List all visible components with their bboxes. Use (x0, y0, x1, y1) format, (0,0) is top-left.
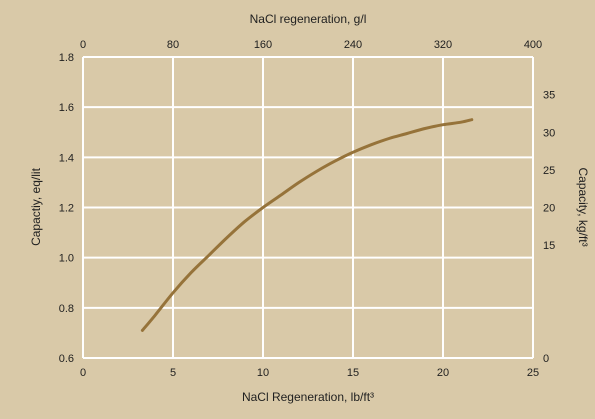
bottom-tick-label: 15 (347, 367, 359, 379)
left-tick-label: 1.0 (59, 253, 74, 265)
right-tick-label: 20 (543, 203, 555, 215)
bottom-axis-label: NaCl Regeneration, lb/ft³ (242, 390, 374, 404)
top-axis-label: NaCl regeneration, g/l (250, 12, 367, 26)
left-tick-label: 0.8 (59, 303, 74, 315)
bottom-tick-label: 0 (80, 367, 86, 379)
left-tick-label: 1.2 (59, 203, 74, 215)
series-line-capacity (140, 118, 474, 332)
top-tick-label: 160 (254, 39, 272, 51)
right-tick-label: 25 (543, 165, 555, 177)
left-tick-label: 0.6 (59, 353, 74, 365)
label-layer: NaCl regeneration, g/l NaCl Regeneration… (29, 12, 590, 404)
right-tick-label: 30 (543, 127, 555, 139)
top-tick-label: 240 (344, 39, 362, 51)
right-axis-label: Capacity, kg/ft³ (576, 167, 590, 246)
left-tick-label: 1.4 (59, 152, 74, 164)
left-tick-label: 1.6 (59, 102, 74, 114)
curve-layer (140, 118, 474, 332)
bottom-tick-label: 20 (437, 367, 449, 379)
top-tick-label: 80 (167, 39, 179, 51)
right-tick-label: 15 (543, 240, 555, 252)
bottom-tick-label: 25 (527, 367, 539, 379)
top-tick-label: 400 (524, 39, 542, 51)
tick-layer: 0 5 10 15 20 25 0 80 160 240 320 400 0.6 0.8 1.0 1.2 1.4… (59, 39, 556, 379)
bottom-tick-label: 10 (257, 367, 269, 379)
bottom-tick-label: 5 (170, 367, 176, 379)
right-tick-label: 35 (543, 90, 555, 102)
top-tick-label: 0 (80, 39, 86, 51)
top-tick-label: 320 (434, 39, 452, 51)
left-tick-label: 1.8 (59, 52, 74, 64)
right-tick-label: 0 (543, 353, 549, 365)
left-axis-label: Capactiy, eq/lit (29, 167, 43, 245)
